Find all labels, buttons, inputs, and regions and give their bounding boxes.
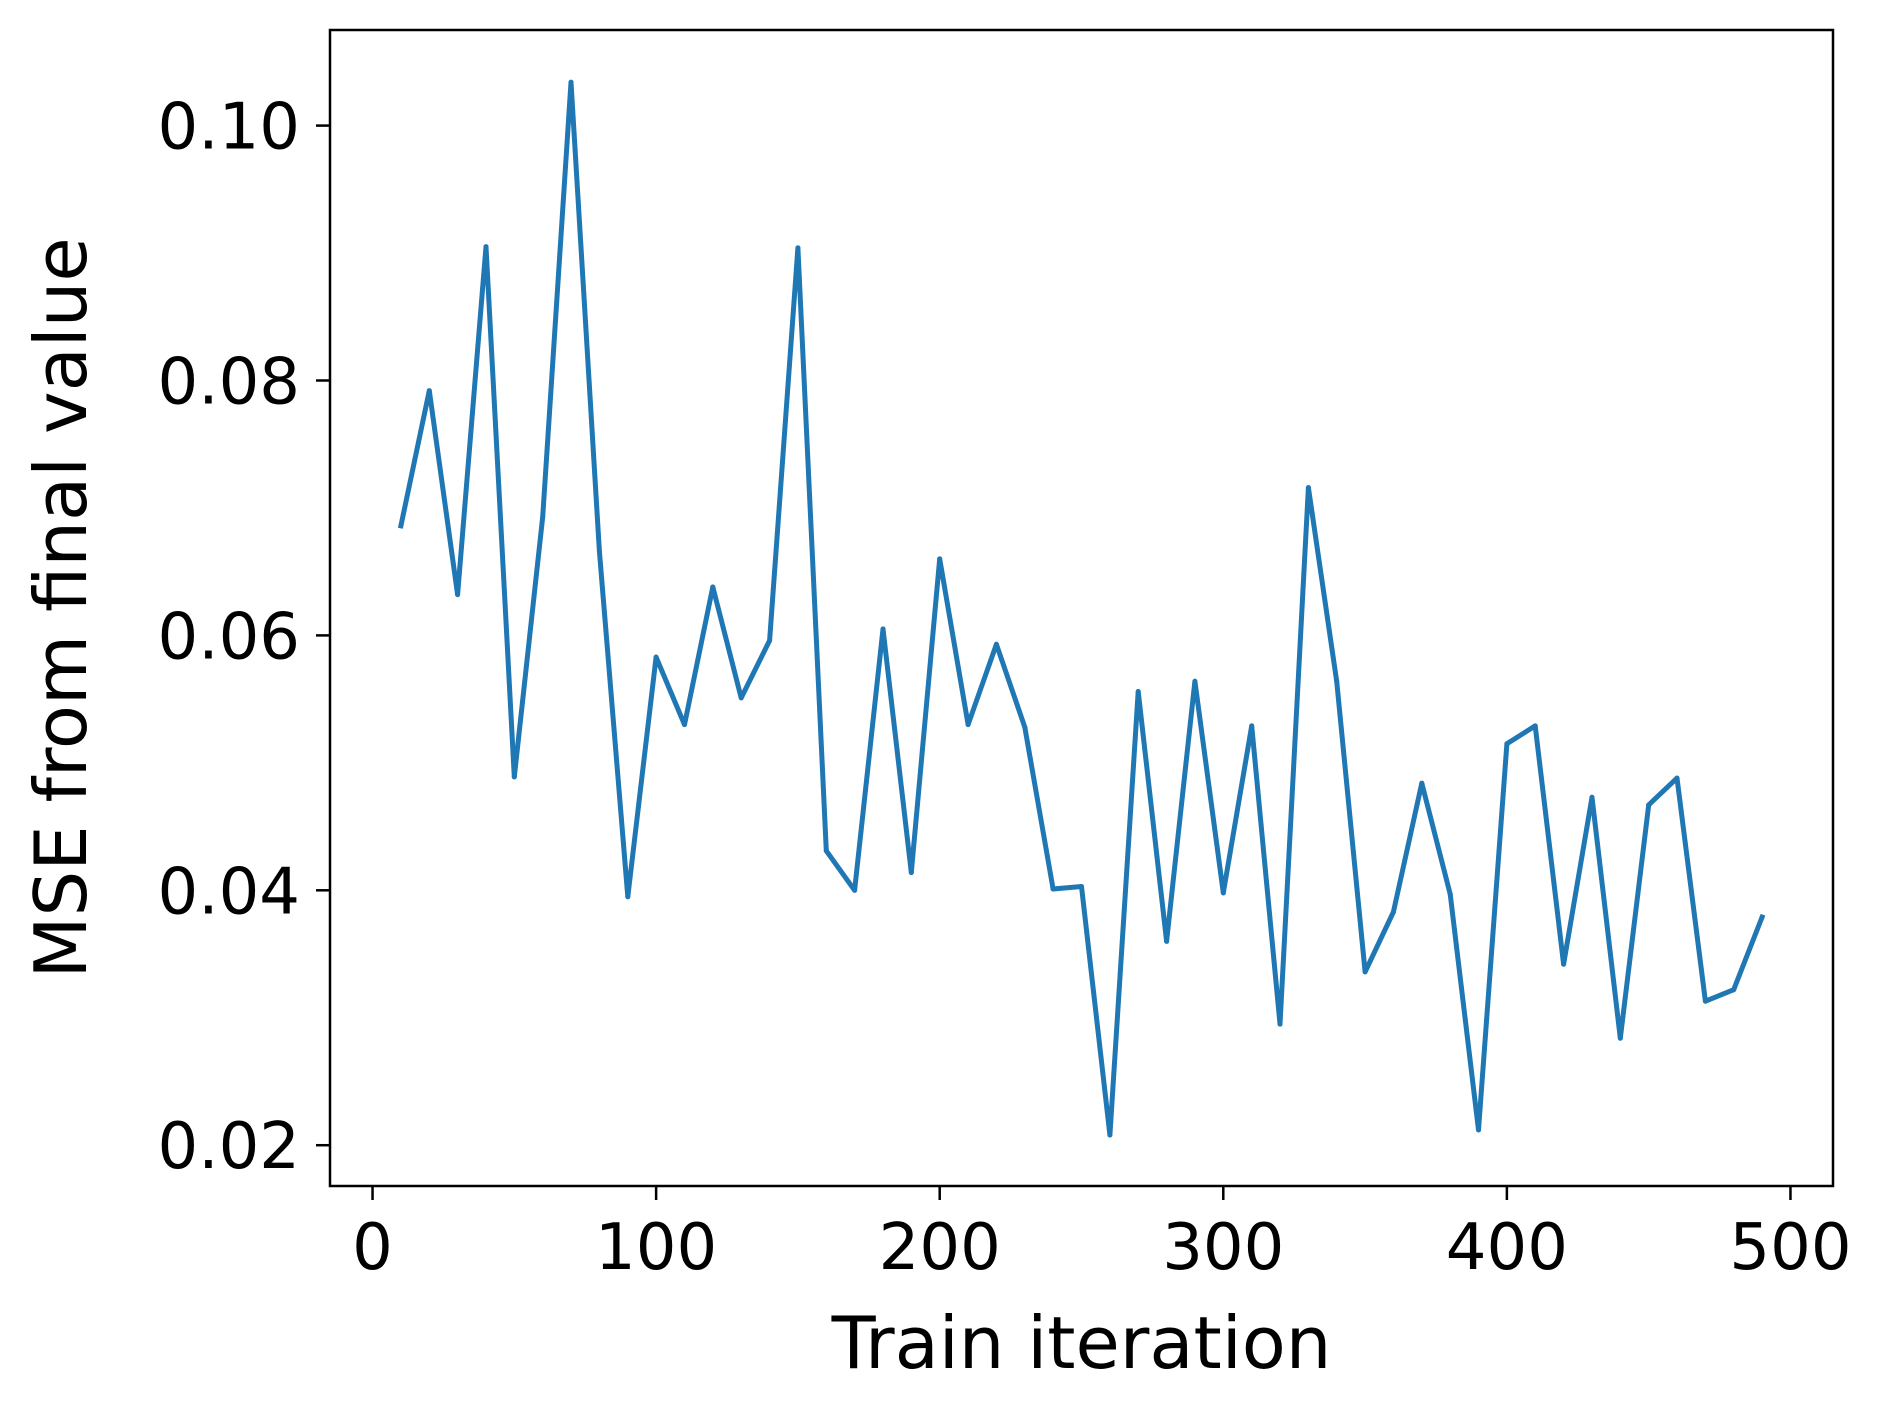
data-point (1249, 723, 1255, 729)
data-point (1646, 802, 1652, 808)
x-tick-label: 0 (352, 1211, 393, 1285)
y-tick-label: 0.06 (158, 600, 301, 674)
data-point (1447, 891, 1453, 897)
y-tick-label: 0.08 (158, 345, 301, 419)
plot-frame (328, 28, 1835, 1188)
data-point (1589, 794, 1595, 800)
data-point (738, 695, 744, 701)
data-point (1107, 1132, 1113, 1138)
data-point (596, 548, 602, 554)
y-tick-label: 0.04 (158, 855, 301, 929)
x-tick-label: 300 (1162, 1211, 1284, 1285)
data-point (937, 556, 943, 562)
data-point (1617, 1035, 1623, 1041)
y-axis: 0.02 0.04 0.06 0.08 0.10 (158, 91, 330, 1184)
data-point (1334, 678, 1340, 684)
data-point (653, 654, 659, 660)
data-point (908, 870, 914, 875)
data-point (1362, 969, 1368, 975)
data-point (1561, 961, 1567, 967)
x-tick-label: 200 (879, 1211, 1001, 1285)
y-axis-label: MSE from final value (19, 237, 103, 978)
data-point (483, 244, 489, 250)
data-point (1192, 678, 1198, 684)
data-point (795, 245, 801, 251)
x-tick-label: 100 (595, 1211, 717, 1285)
data-point (1050, 886, 1056, 892)
data-point (823, 848, 829, 854)
data-point (1419, 780, 1425, 786)
data-point (568, 79, 574, 85)
x-axis-label: Train iteration (831, 1301, 1332, 1385)
x-tick-label: 500 (1729, 1211, 1851, 1285)
data-point (852, 887, 858, 893)
data-point (880, 626, 886, 632)
data-point (767, 638, 773, 643)
data-point (1305, 485, 1311, 491)
data-point (1220, 890, 1226, 896)
data-point (1532, 723, 1538, 729)
data-point (1504, 741, 1510, 747)
data-point (1476, 1127, 1481, 1133)
data-point (1731, 987, 1737, 993)
data-point (682, 722, 687, 728)
data-point (1390, 909, 1396, 915)
data-point (1164, 938, 1170, 944)
data-point (1759, 914, 1765, 920)
data-point (511, 774, 517, 780)
data-point (1674, 775, 1680, 781)
data-point (965, 722, 971, 728)
data-point (1079, 884, 1084, 889)
y-tick-label: 0.10 (158, 91, 301, 165)
plot-background (330, 30, 1833, 1186)
data-point (1702, 998, 1708, 1004)
data-point (710, 584, 716, 590)
data-point (625, 894, 631, 900)
x-axis: 0 100 200 300 400 500 (352, 1186, 1852, 1285)
data-point (426, 388, 432, 394)
data-point (1277, 1021, 1283, 1027)
data-point (540, 514, 546, 520)
plot-area (328, 28, 1835, 1188)
x-tick-label: 400 (1446, 1211, 1568, 1285)
data-point (398, 523, 404, 529)
data-points (398, 79, 1765, 1138)
data-point (993, 641, 999, 647)
y-tick-label: 0.02 (158, 1110, 301, 1184)
data-point (1135, 689, 1141, 694)
data-point (455, 592, 461, 598)
data-point (1022, 724, 1028, 730)
